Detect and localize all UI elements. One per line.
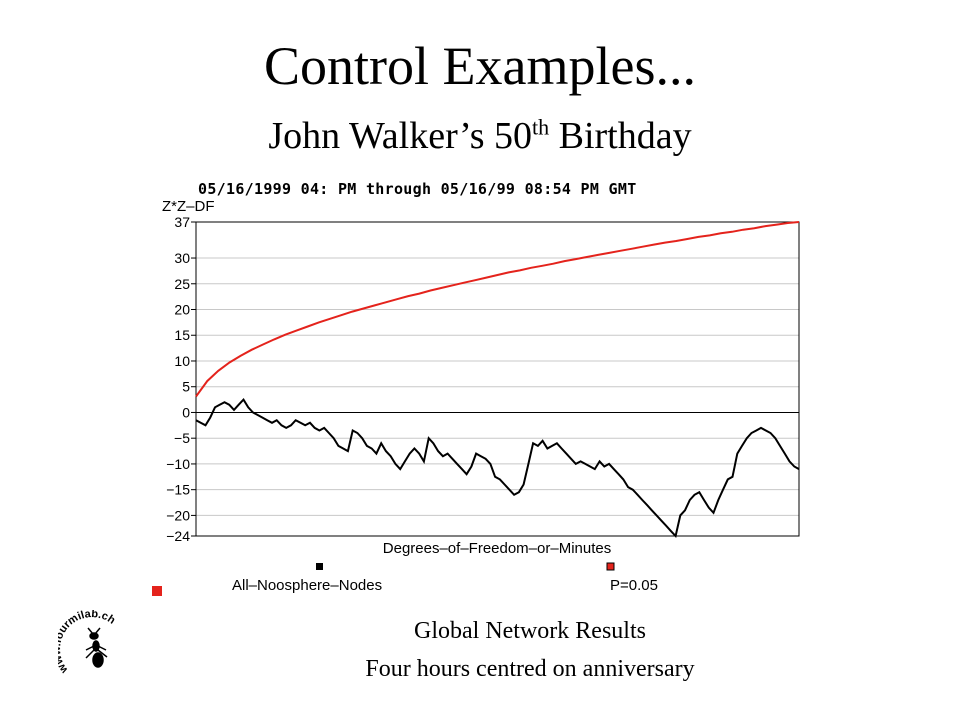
legend-label-p005: P=0.05 <box>610 577 658 594</box>
slide-subtitle: John Walker’s 50th Birthday <box>0 112 960 160</box>
chart-title: 05/16/1999 04: PM through 05/16/99 08:54… <box>198 180 637 198</box>
y-tick-label: 0 <box>182 404 190 420</box>
y-tick-label: −5 <box>174 430 190 446</box>
series-all-noosphere-nodes-line <box>195 397 800 539</box>
subtitle-superscript: th <box>532 114 550 140</box>
y-tick-label: −15 <box>166 482 190 498</box>
y-tick-label: −24 <box>166 528 190 544</box>
footer-line-1: Global Network Results <box>414 618 646 644</box>
chart-grid <box>196 257 799 516</box>
fourmilab-logo: www.fourmilab.ch <box>58 610 117 676</box>
y-tick-label: −10 <box>166 456 190 472</box>
y-axis-ticks: 37 30 25 20 15 10 5 0 −5 −10 −15 −20 −24 <box>166 214 196 544</box>
x-axis-label: Degrees–of–Freedom–or–Minutes <box>383 540 611 557</box>
y-tick-label: 25 <box>174 276 190 292</box>
subtitle-end: Birthday <box>549 115 692 157</box>
red-square-marker <box>152 586 162 596</box>
subtitle-main: John Walker’s 50 <box>268 115 532 157</box>
y-tick-label: −20 <box>166 507 190 523</box>
y-tick-label: 30 <box>174 250 190 266</box>
plot-frame <box>195 221 800 537</box>
footer-line-2: Four hours centred on anniversary <box>365 656 695 682</box>
series-p005-line <box>195 221 800 398</box>
y-tick-label: 15 <box>174 327 190 343</box>
logo-text-path: www.fourmilab.ch <box>58 610 117 676</box>
y-axis-label: Z*Z–DF <box>162 198 215 215</box>
legend-label-all-noosphere-nodes: All–Noosphere–Nodes <box>232 577 382 594</box>
slide-title: Control Examples... <box>264 36 696 96</box>
y-tick-label: 37 <box>174 214 190 230</box>
y-tick-label: 10 <box>174 353 190 369</box>
legend-swatch-p005 <box>606 562 615 571</box>
y-tick-label: 20 <box>174 302 190 318</box>
legend-swatch-all-noosphere-nodes <box>316 563 323 570</box>
ant-icon <box>85 627 108 668</box>
logo-text: www.fourmilab.ch <box>58 610 117 676</box>
y-tick-label: 5 <box>182 379 190 395</box>
